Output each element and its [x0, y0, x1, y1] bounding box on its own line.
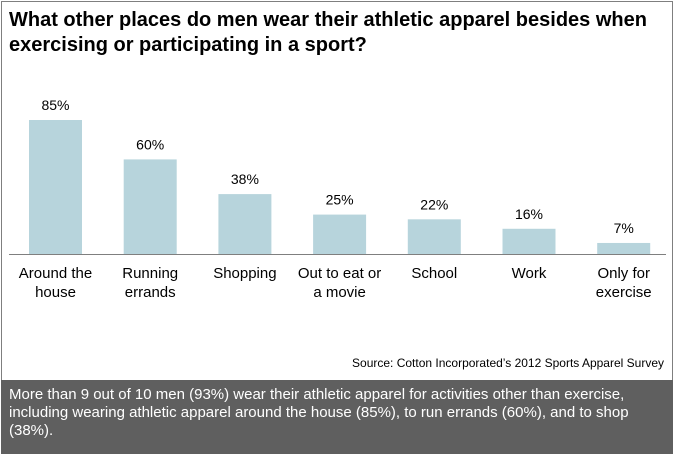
category-label-2-line-2: errands: [125, 284, 176, 301]
bar-7: [597, 242, 651, 254]
data-label-6: 16%: [515, 206, 543, 222]
bar-2: [123, 159, 177, 254]
category-label-7-line-1: Only for: [597, 265, 650, 282]
data-label-5: 22%: [420, 196, 448, 212]
data-label-1: 85%: [41, 97, 69, 113]
data-label-7: 7%: [614, 220, 634, 236]
bar-1: [29, 120, 82, 254]
summary-text: More than 9 out of 10 men (93%) wear the…: [9, 386, 629, 439]
data-label-4: 25%: [326, 192, 354, 208]
bar-5: [407, 219, 461, 254]
chart-title: What other places do men wear their athl…: [9, 9, 647, 56]
category-label-5: School: [411, 265, 457, 282]
category-label-3: Shopping: [213, 265, 276, 282]
category-label-4-line-2: a movie: [313, 284, 366, 301]
category-label-1-line-1: Around the: [19, 265, 92, 282]
summary-footer: More than 9 out of 10 men (93%) wear the…: [1, 380, 673, 454]
bar-chart: 85% Around the house 60% Running errands 38% Sh…: [9, 97, 666, 301]
data-label-3: 38%: [231, 171, 259, 187]
category-label-6: Work: [512, 265, 547, 282]
bar-6: [502, 228, 556, 254]
data-label-2: 60%: [136, 136, 164, 152]
source-note: Source: Cotton Incorporated’s 2012 Sport…: [352, 356, 664, 370]
bar-4: [313, 214, 367, 254]
category-label-7-line-2: exercise: [596, 284, 652, 301]
category-label-1-line-2: house: [35, 284, 76, 301]
category-label-4-line-1: Out to eat or: [298, 265, 381, 282]
category-label-2-line-1: Running: [122, 265, 178, 282]
bar-3: [218, 194, 272, 254]
